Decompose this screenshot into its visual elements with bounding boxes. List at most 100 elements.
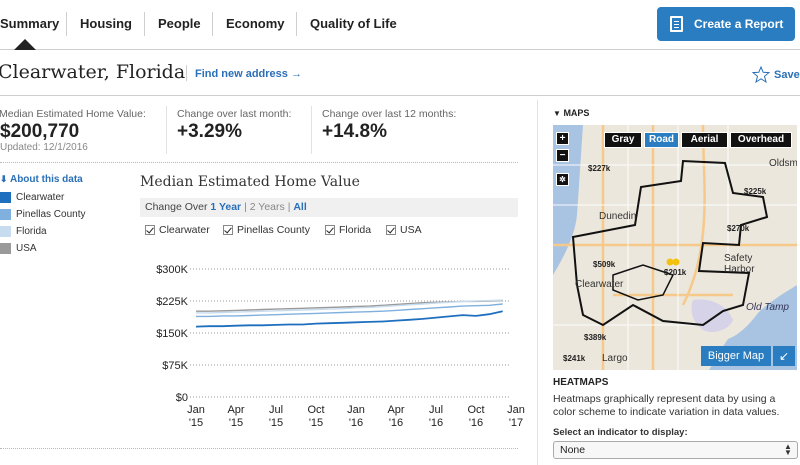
map-place-label: Oldsma — [769, 158, 797, 169]
section-divider — [0, 448, 518, 449]
x-tick-year: '16 — [469, 417, 483, 429]
tab-people[interactable]: People — [158, 16, 201, 31]
title-divider — [186, 65, 187, 81]
map-price-marker[interactable]: $270k — [727, 224, 750, 233]
median-value: $200,770 — [0, 121, 80, 142]
tab-economy[interactable]: Economy — [226, 16, 285, 31]
map-price-marker[interactable]: $225k — [744, 187, 767, 196]
x-tick-month: Jul — [429, 404, 443, 416]
checkbox-label: Florida — [339, 224, 372, 236]
checkbox-usa[interactable]: USA — [386, 224, 422, 236]
series-line-pinellas-county — [196, 303, 503, 318]
expand-arrow-icon[interactable]: ↙ — [773, 346, 795, 366]
star-icon — [752, 66, 770, 83]
checkbox-icon — [325, 225, 335, 235]
year-change-label: Change over last 12 months: — [322, 108, 457, 120]
indicator-select[interactable]: None ▲ ▼ — [553, 441, 798, 459]
zoom-out-button[interactable]: − — [556, 149, 569, 162]
map-type-aerial[interactable]: Aerial — [681, 132, 728, 148]
y-tick-label: $150K — [156, 328, 188, 340]
map-place-label: Clearwater — [575, 279, 624, 290]
indicator-value: None — [560, 444, 586, 456]
map-type-road[interactable]: Road — [644, 132, 679, 148]
year-change-value: +14.8% — [322, 121, 387, 142]
median-label: Median Estimated Home Value: — [0, 108, 146, 120]
bigger-map-button[interactable]: Bigger Map — [701, 346, 771, 366]
save-button[interactable]: Save — [752, 66, 800, 83]
zoom-in-button[interactable]: + — [556, 132, 569, 145]
map-price-marker[interactable]: $389k — [584, 333, 607, 342]
tab-divider — [212, 12, 213, 36]
legend-item: Clearwater — [0, 192, 64, 203]
map-place-label: Dunedin — [599, 211, 637, 222]
tab-divider — [144, 12, 145, 36]
map-price-marker[interactable]: $241k — [563, 354, 586, 363]
map-place-label: Safety Harbor — [724, 253, 755, 275]
range-2-years-link[interactable]: 2 Years — [249, 201, 285, 213]
maps-heading-label: MAPS — [563, 108, 590, 118]
heatmaps-title: HEATMAPS — [553, 377, 609, 388]
series-line-florida — [196, 299, 503, 314]
map-price-marker[interactable]: $509k — [593, 260, 616, 269]
x-tick-month: Jan — [347, 404, 365, 416]
city-title: Clearwater, Florida — [0, 61, 186, 83]
map-place-label: Old Tamp — [746, 302, 789, 313]
x-tick-year: '17 — [509, 417, 523, 429]
tab-housing[interactable]: Housing — [80, 16, 132, 31]
range-selector: Change Over 1 Year | 2 Years | All — [140, 198, 518, 217]
month-change-value: +3.29% — [177, 121, 242, 142]
legend-swatch — [0, 226, 11, 237]
checkbox-label: USA — [400, 224, 422, 236]
legend-label: Clearwater — [16, 192, 65, 203]
map-price-marker[interactable]: $227k — [588, 164, 611, 173]
x-tick-year: '16 — [389, 417, 403, 429]
home-value-chart: $300K$225K$150K$75K$0Jan'15Apr'15Jul'15O… — [156, 264, 525, 429]
range-1-year-link[interactable]: 1 Year — [210, 201, 242, 213]
legend-item: USA — [0, 243, 37, 254]
maps-heading[interactable]: ▼ MAPS — [553, 108, 589, 118]
map-place-label: Largo — [602, 353, 628, 364]
checkbox-pinellas-county[interactable]: Pinellas County — [223, 224, 310, 236]
map-view[interactable]: + − ✲ Gray Road Aerial Overhead Dunedin … — [553, 125, 797, 370]
x-tick-month: Apr — [387, 404, 404, 416]
map-price-marker[interactable]: $201k — [664, 268, 687, 277]
panel-divider — [537, 100, 538, 465]
updated-date: Updated: 12/1/2016 — [0, 142, 88, 153]
range-all-link[interactable]: All — [293, 201, 307, 213]
save-label: Save — [774, 68, 800, 81]
create-report-button[interactable]: Create a Report — [657, 7, 795, 41]
arrow-down-icon: ⬇ — [0, 174, 8, 184]
compass-icon[interactable]: ✲ — [556, 173, 569, 186]
find-new-address-link[interactable]: Find new address → — [195, 68, 302, 80]
heatmaps-description: Heatmaps graphically represent data by u… — [553, 393, 780, 418]
legend-item: Florida — [0, 226, 47, 237]
series-line-clearwater — [195, 310, 503, 328]
legend-swatch — [0, 243, 11, 254]
x-tick-year: '15 — [309, 417, 323, 429]
checkbox-florida[interactable]: Florida — [325, 224, 371, 236]
about-data-link[interactable]: ⬇ About this data — [0, 174, 83, 185]
checkbox-clearwater[interactable]: Clearwater — [145, 224, 210, 236]
range-separator: | — [244, 201, 247, 213]
month-change-label: Change over last month: — [177, 108, 292, 120]
indicator-label: Select an indicator to display: — [553, 427, 688, 438]
about-data-label: About this data — [9, 174, 83, 185]
map-type-gray[interactable]: Gray — [604, 132, 642, 148]
create-report-label: Create a Report — [694, 17, 784, 31]
checkbox-icon — [386, 225, 396, 235]
tab-summary[interactable]: Summary — [0, 16, 60, 31]
chart-title: Median Estimated Home Value — [140, 174, 360, 190]
x-tick-year: '15 — [269, 417, 283, 429]
select-arrows-icon: ▲ ▼ — [784, 442, 792, 457]
tab-quality-of-life[interactable]: Quality of Life — [310, 16, 397, 31]
legend-item: Pinellas County — [0, 209, 85, 220]
top-nav: Summary Housing People Economy Quality o… — [0, 0, 800, 50]
range-separator: | — [287, 201, 291, 213]
legend-swatch — [0, 209, 11, 220]
x-tick-year: '15 — [229, 417, 243, 429]
map-type-overhead[interactable]: Overhead — [730, 132, 792, 148]
stat-divider — [166, 106, 167, 154]
stat-divider — [311, 106, 312, 154]
x-tick-year: '15 — [189, 417, 203, 429]
report-document-icon — [670, 16, 683, 32]
